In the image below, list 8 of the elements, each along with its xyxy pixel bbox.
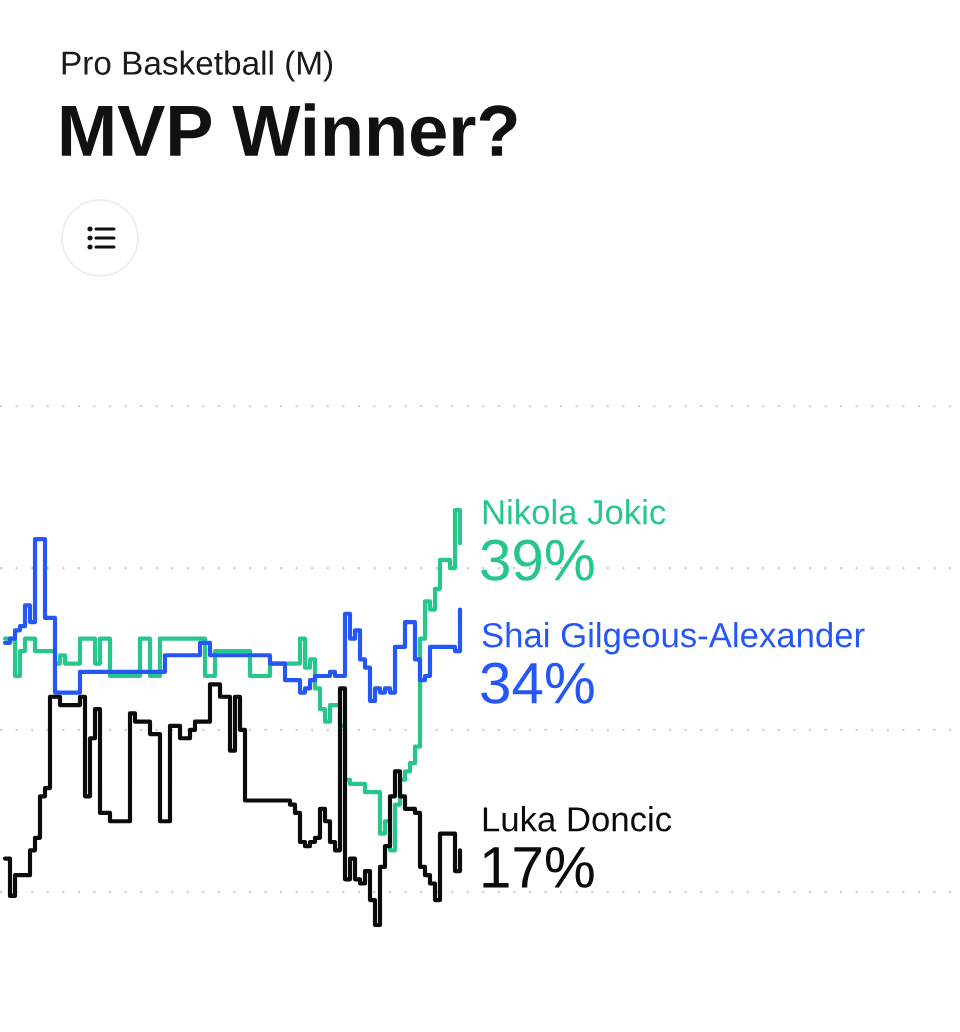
text: 34% (481, 662, 594, 704)
text: 39% (481, 539, 594, 581)
series-label: Shai Gilgeous-Alexander (482, 622, 865, 655)
series-label: Nikola Jokic (483, 499, 666, 525)
series-label: Luka Doncic (483, 806, 672, 832)
chart-title: MVP Winner? (61, 103, 517, 157)
text: 17% (483, 846, 594, 888)
chart-subtitle: Pro Basketball (M) (62, 50, 333, 82)
